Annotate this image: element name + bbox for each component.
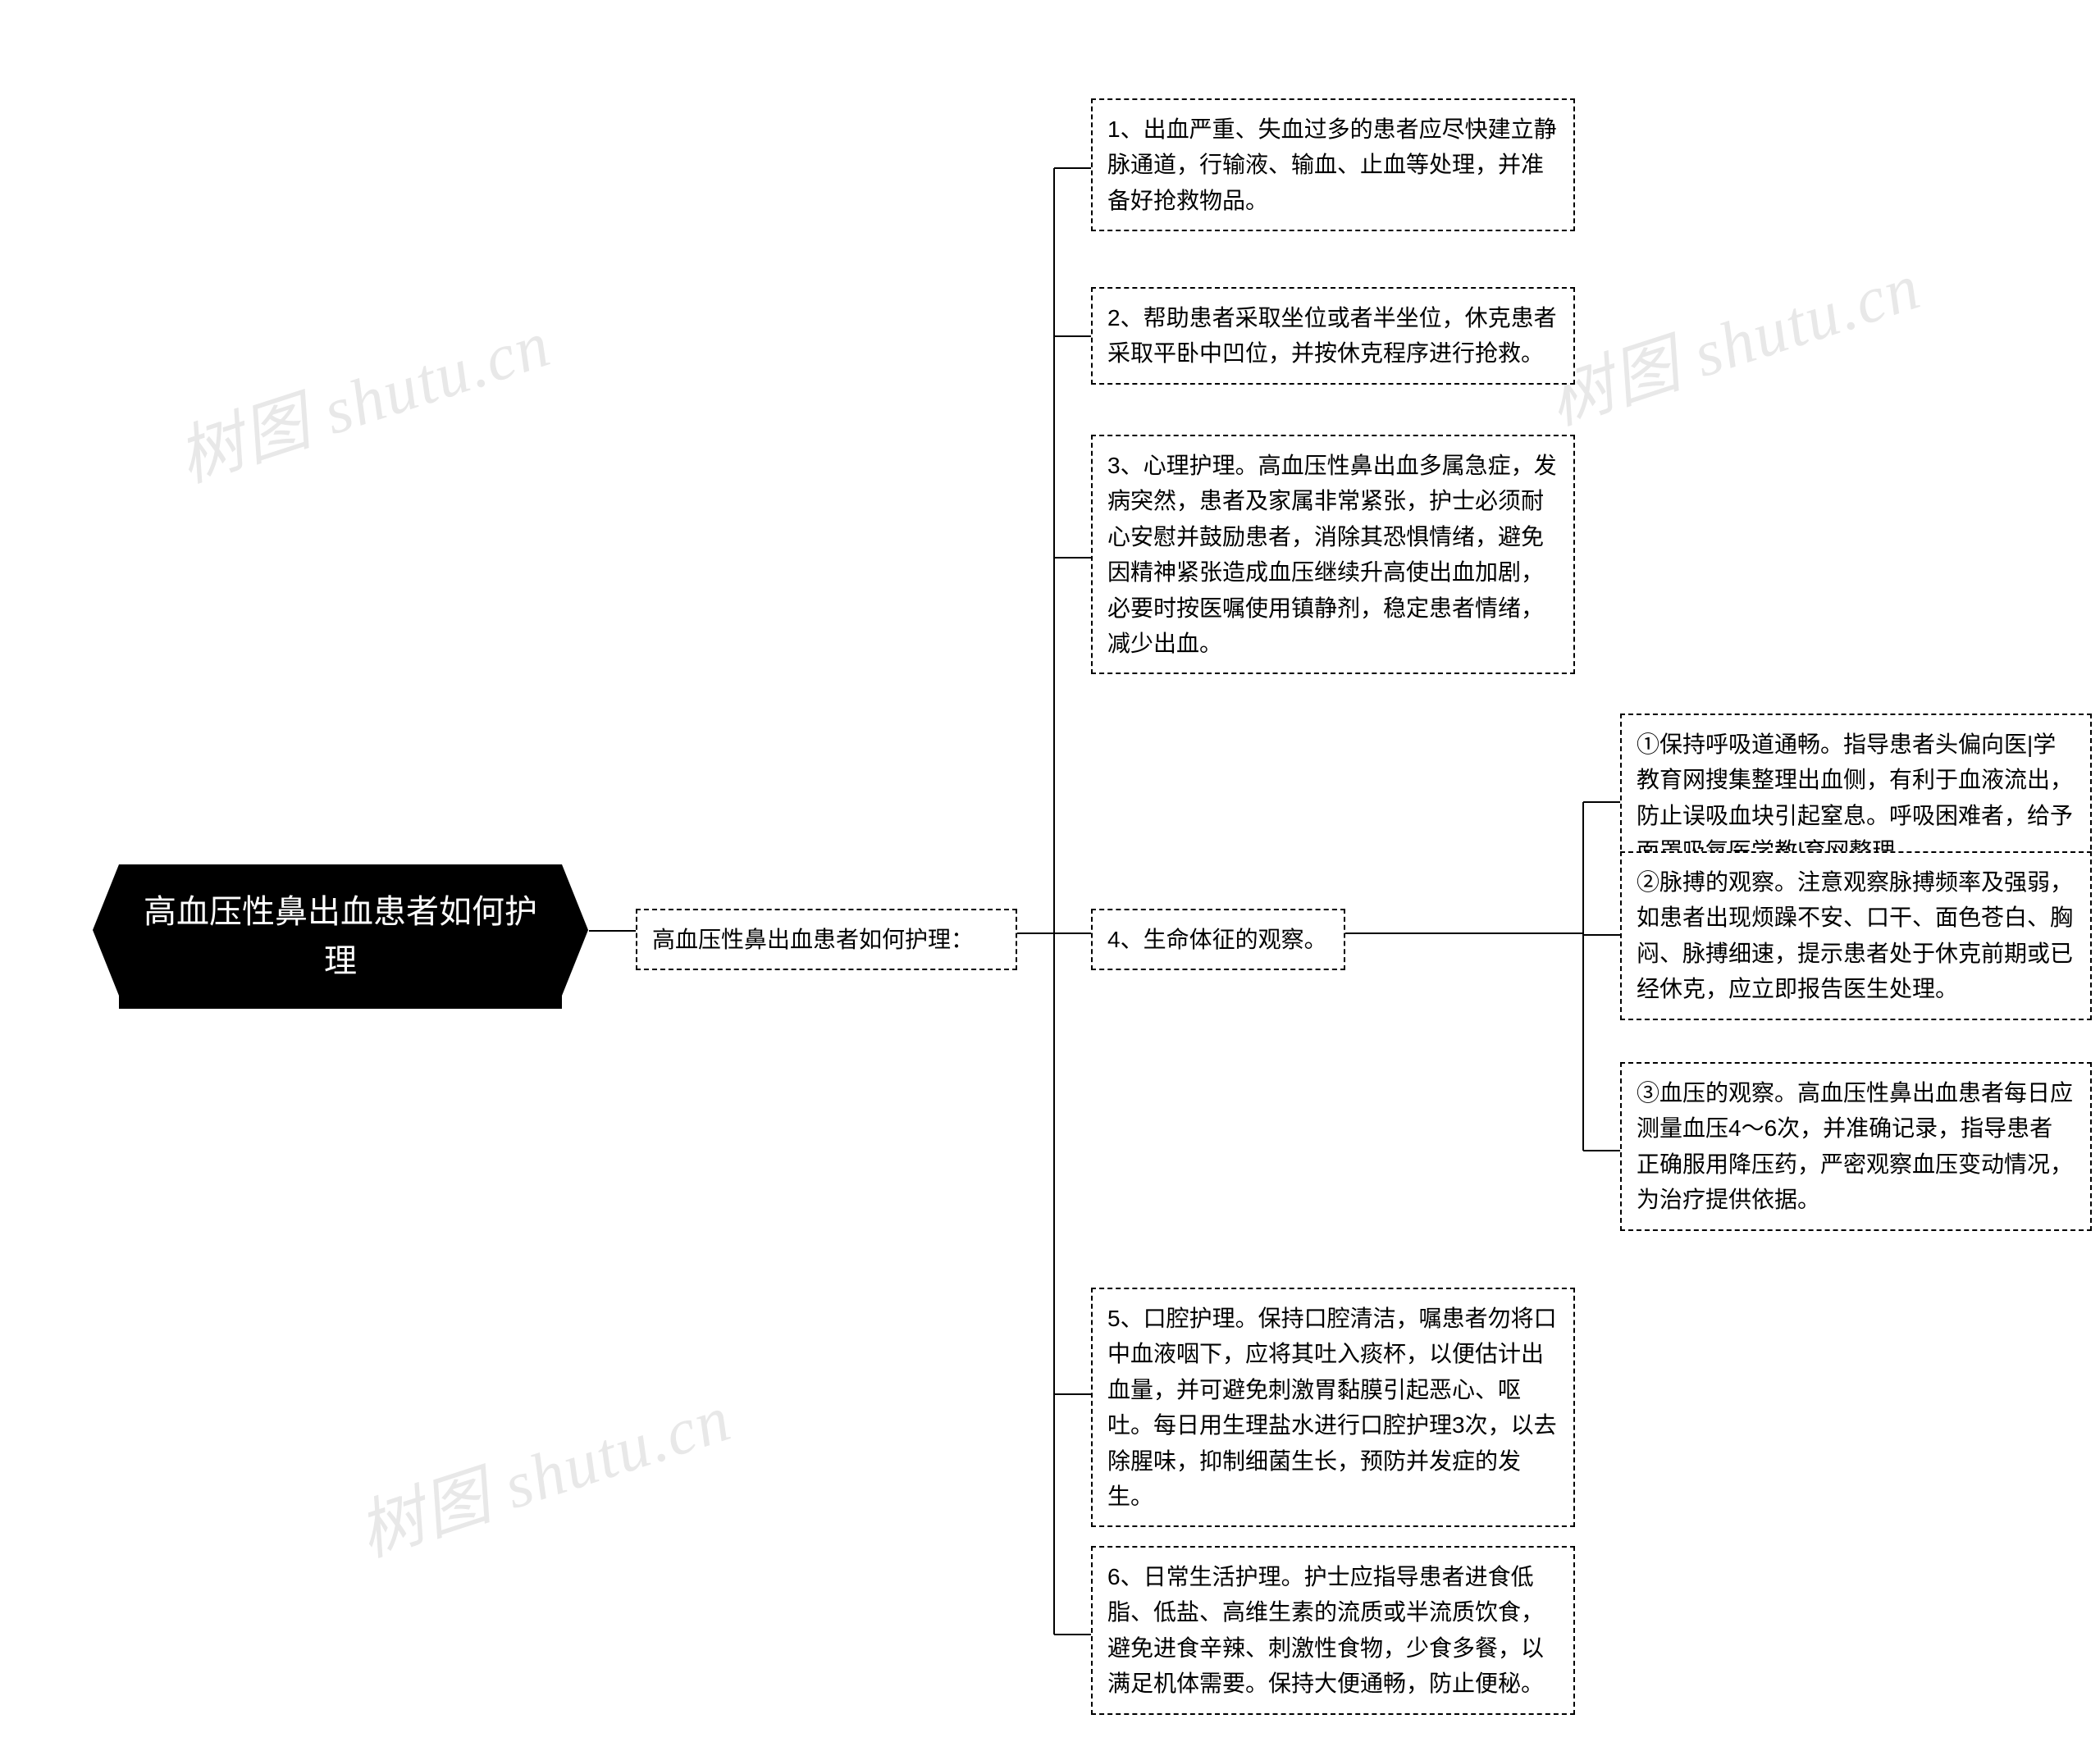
watermark: 树图 shutu.cn — [345, 1365, 742, 1575]
level3-node-3: ③血压的观察。高血压性鼻出血患者每日应测量血压4～6次，并准确记录，指导患者正确… — [1620, 1062, 2092, 1231]
level3-node-2: ②脉搏的观察。注意观察脉搏频率及强弱，如患者出现烦躁不安、口干、面色苍白、胸闷、… — [1620, 851, 2092, 1020]
level2-node-3: 3、心理护理。高血压性鼻出血多属急症，发病突然，患者及家属非常紧张，护士必须耐心… — [1091, 435, 1575, 674]
watermark: 树图 shutu.cn — [1534, 233, 1931, 443]
level2-node-5: 5、口腔护理。保持口腔清洁，嘱患者勿将口中血液咽下，应将其吐入痰杯，以便估计出血… — [1091, 1288, 1575, 1527]
level2-node-6: 6、日常生活护理。护士应指导患者进食低脂、低盐、高维生素的流质或半流质饮食，避免… — [1091, 1546, 1575, 1715]
level1-node: 高血压性鼻出血患者如何护理： — [636, 909, 1017, 970]
level2-node-4: 4、生命体征的观察。 — [1091, 909, 1345, 970]
root-node: 高血压性鼻出血患者如何护理 — [119, 864, 562, 1009]
level2-node-1: 1、出血严重、失血过多的患者应尽快建立静脉通道，行输液、输血、止血等处理，并准备… — [1091, 98, 1575, 231]
level2-node-2: 2、帮助患者采取坐位或者半坐位，休克患者采取平卧中凹位，并按休克程序进行抢救。 — [1091, 287, 1575, 385]
watermark: 树图 shutu.cn — [164, 290, 561, 500]
